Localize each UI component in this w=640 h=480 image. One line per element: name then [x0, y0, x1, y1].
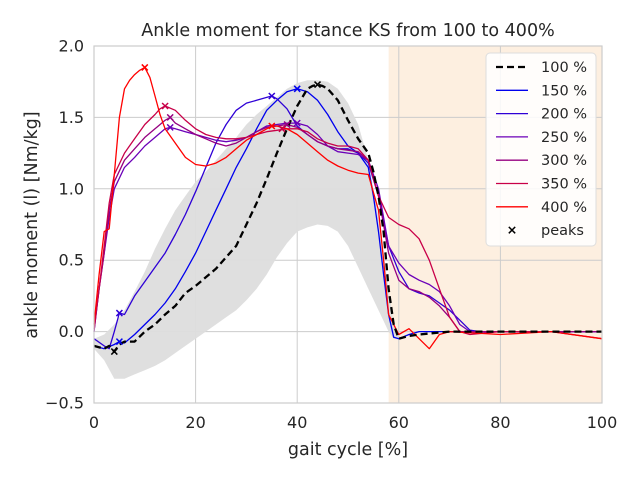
chart-title: Ankle moment for stance KS from 100 to 4…: [141, 21, 554, 41]
peak-marker: [313, 81, 322, 89]
legend-label: 400 %: [541, 200, 587, 216]
x-tick-label: 60: [389, 413, 409, 432]
x-tick-label: 20: [185, 413, 205, 432]
series-line: [93, 122, 602, 333]
y-tick-label: −0.5: [45, 394, 84, 413]
legend-label: 250 %: [541, 130, 587, 146]
legend-peaks-marker: [508, 226, 516, 234]
x-tick-label: 100: [587, 413, 618, 432]
y-axis-label: ankle moment (l) [Nm/kg]: [22, 111, 42, 338]
x-tick-label: 0: [89, 413, 99, 432]
y-tick-label: 0.0: [59, 322, 84, 341]
peak-marker: [141, 63, 149, 71]
plot-border: [93, 45, 603, 404]
peak-marker: [293, 85, 301, 93]
peak-markers: [110, 63, 322, 356]
series-line: [93, 83, 602, 353]
peak-marker: [115, 309, 123, 317]
y-tick-label: 0.5: [59, 251, 84, 270]
peak-marker: [115, 338, 123, 346]
x-tick-label: 40: [287, 413, 307, 432]
legend-label: 150 %: [541, 83, 587, 99]
series-line: [93, 88, 602, 350]
x-tick-labels: 0 20 40 60 80 100: [89, 413, 617, 432]
std-band: [94, 80, 399, 379]
legend: 100 % 150 % 200 % 250 % 300 % 350 % 400 % peaks: [485, 52, 597, 247]
peak-marker: [278, 125, 286, 133]
y-tick-label: 1.5: [59, 108, 84, 127]
legend-label: 300 %: [541, 153, 587, 169]
peak-marker: [166, 113, 174, 121]
peak-marker: [110, 348, 118, 356]
legend-label: 100 %: [541, 60, 587, 76]
legend-label: 200 %: [541, 107, 587, 123]
peak-marker: [161, 102, 169, 110]
y-tick-labels: −0.5 0.0 0.5 1.0 1.5 2.0: [45, 37, 84, 413]
peak-marker: [268, 92, 276, 100]
axes-frame: [93, 45, 603, 404]
series-line: [93, 95, 602, 350]
legend-label: 350 %: [541, 177, 587, 193]
legend-box: [485, 52, 597, 247]
peak-marker: [293, 119, 301, 127]
y-tick-label: 1.0: [59, 179, 84, 198]
legend-peaks-label: peaks: [541, 223, 584, 239]
peak-marker: [268, 122, 276, 130]
variability-band: [94, 80, 399, 379]
series-line: [93, 66, 603, 350]
peak-marker: [166, 123, 174, 131]
y-tick-label: 2.0: [59, 37, 84, 56]
x-tick-label: 80: [490, 413, 510, 432]
x-axis-label: gait cycle [%]: [288, 440, 408, 460]
